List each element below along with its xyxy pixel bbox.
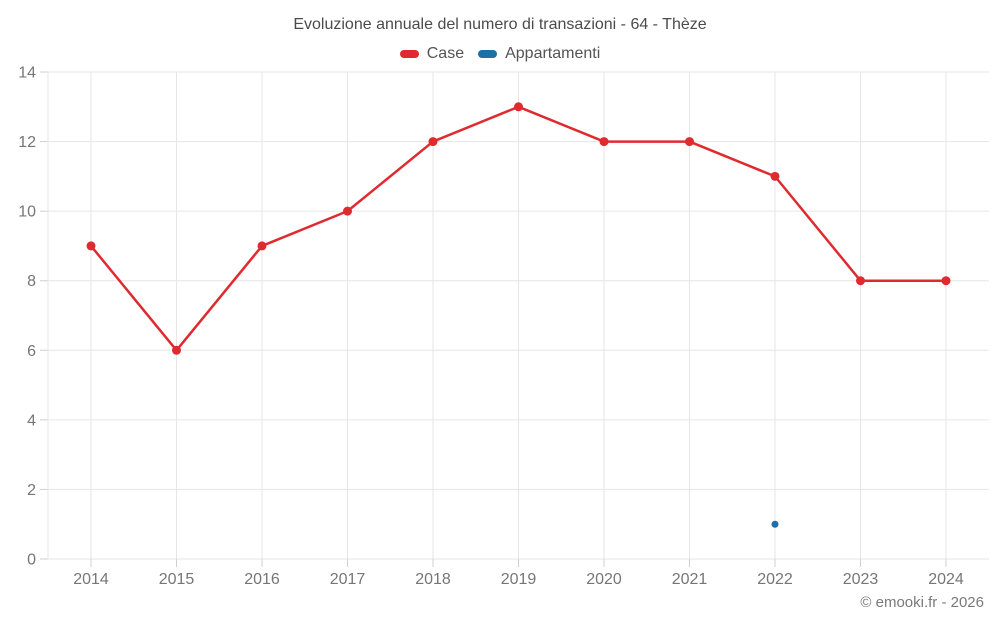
x-tick-label: 2022: [757, 571, 793, 588]
y-tick-label: 8: [27, 273, 36, 290]
x-tick-label: 2019: [501, 571, 537, 588]
data-point-case[interactable]: [685, 137, 694, 147]
x-tick-label: 2020: [586, 571, 622, 588]
case-series-swatch-icon: [399, 50, 419, 58]
copyright: © emooki.fr - 2026: [860, 594, 984, 611]
y-tick-label: 10: [18, 204, 36, 221]
data-point-case[interactable]: [599, 137, 609, 147]
data-point-case[interactable]: [770, 171, 780, 181]
legend-label-case: Case: [426, 45, 465, 62]
gridlines: [40, 71, 989, 567]
data-point-case[interactable]: [172, 345, 181, 355]
x-tick-label: 2015: [159, 571, 195, 588]
data-point-case[interactable]: [257, 241, 267, 251]
data-point-case[interactable]: [941, 276, 951, 286]
x-tick-label: 2023: [843, 571, 879, 588]
appartamenti-series-swatch-icon: [478, 50, 498, 58]
y-tick-label: 4: [27, 412, 36, 429]
chart-title: Evoluzione annuale del numero di transaz…: [293, 16, 707, 33]
data-point-case[interactable]: [856, 276, 865, 286]
y-tick-label: 12: [18, 134, 36, 151]
data-point-appartamenti[interactable]: [771, 520, 779, 528]
x-tick-label: 2017: [330, 571, 366, 588]
x-tick-label: 2014: [73, 571, 109, 588]
x-tick-label: 2024: [928, 571, 964, 588]
data-point-case[interactable]: [428, 137, 438, 147]
y-tick-label: 2: [27, 482, 36, 499]
data-point-case[interactable]: [514, 102, 523, 112]
chart-legend: Case Appartamenti: [0, 45, 1000, 63]
y-tick-label: 6: [27, 343, 36, 360]
series-appartamenti: [771, 520, 779, 528]
data-point-case[interactable]: [343, 206, 352, 216]
y-tick-label: 0: [27, 552, 36, 569]
x-tick-label: 2018: [415, 571, 451, 588]
y-tick-label: 14: [18, 65, 36, 82]
legend-label-appartamenti: Appartamenti: [505, 45, 601, 62]
data-point-case[interactable]: [86, 241, 96, 251]
x-axis-labels: 2014 2015 2016 2017 2018 2019 2020 2021 2022 2023…: [73, 571, 964, 588]
x-tick-label: 2021: [672, 571, 708, 588]
y-axis-labels: 0 2 4 6 8 10 12 14: [18, 65, 36, 569]
legend-item-appartamenti[interactable]: Appartamenti: [478, 45, 600, 63]
legend-item-case[interactable]: Case: [399, 45, 465, 63]
x-tick-label: 2016: [244, 571, 280, 588]
series-case: [86, 102, 951, 355]
